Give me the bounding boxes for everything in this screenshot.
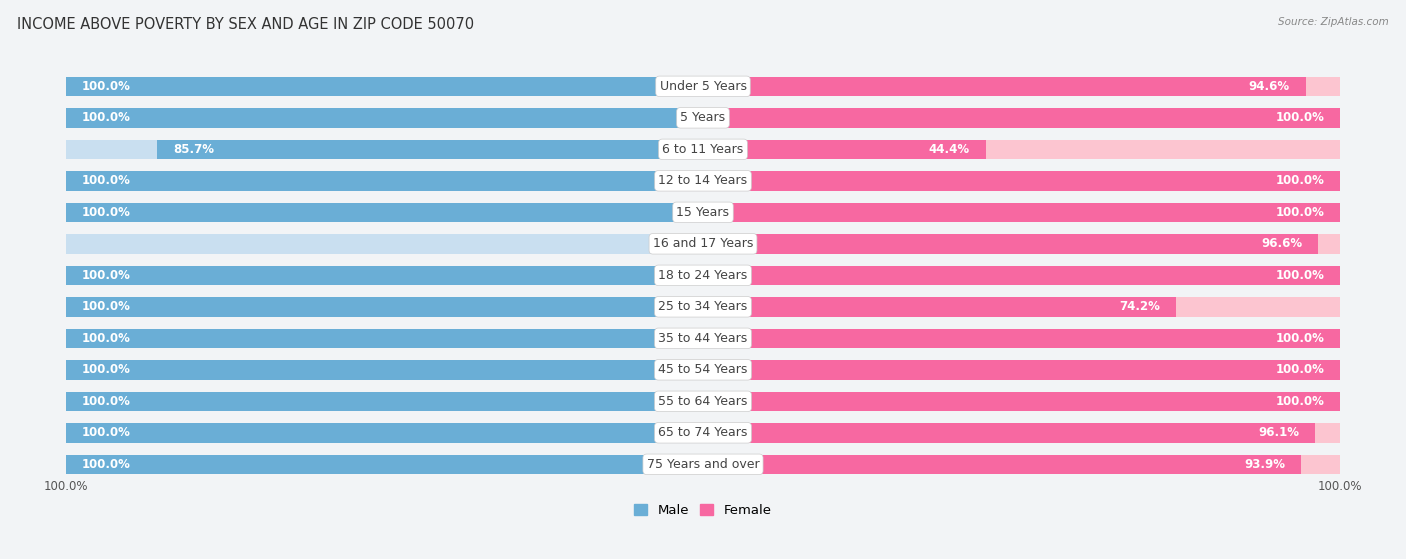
Text: 5 Years: 5 Years — [681, 111, 725, 124]
Text: 100.0%: 100.0% — [1275, 174, 1324, 187]
Bar — [66, 77, 703, 96]
Bar — [66, 202, 703, 222]
Text: 100.0%: 100.0% — [82, 427, 131, 439]
Bar — [66, 391, 703, 411]
Bar — [66, 266, 703, 285]
Text: 15 Years: 15 Years — [676, 206, 730, 219]
Text: 25 to 34 Years: 25 to 34 Years — [658, 300, 748, 313]
Text: 100.0%: 100.0% — [82, 80, 131, 93]
Bar — [66, 108, 703, 127]
Legend: Male, Female: Male, Female — [628, 499, 778, 523]
Text: 96.6%: 96.6% — [1261, 238, 1302, 250]
Bar — [66, 171, 703, 191]
Bar — [66, 297, 703, 316]
Bar — [703, 391, 1340, 411]
Bar — [703, 423, 1315, 443]
Bar — [703, 234, 1319, 254]
Bar — [66, 108, 703, 127]
Bar — [703, 360, 1340, 380]
Text: 100.0%: 100.0% — [1275, 363, 1324, 376]
Bar — [703, 108, 1340, 127]
Bar — [66, 266, 703, 285]
Bar — [66, 360, 703, 380]
Bar — [66, 360, 703, 380]
Bar — [703, 297, 1175, 316]
Text: 100.0%: 100.0% — [82, 206, 131, 219]
Bar — [66, 454, 703, 474]
Text: 100.0%: 100.0% — [82, 363, 131, 376]
Bar — [703, 266, 1340, 285]
Text: Under 5 Years: Under 5 Years — [659, 80, 747, 93]
Bar — [703, 329, 1340, 348]
Text: 45 to 54 Years: 45 to 54 Years — [658, 363, 748, 376]
Text: 100.0%: 100.0% — [1275, 206, 1324, 219]
Text: INCOME ABOVE POVERTY BY SEX AND AGE IN ZIP CODE 50070: INCOME ABOVE POVERTY BY SEX AND AGE IN Z… — [17, 17, 474, 32]
Bar — [703, 391, 1340, 411]
Text: 96.1%: 96.1% — [1258, 427, 1299, 439]
Bar — [703, 171, 1340, 191]
Text: 100.0%: 100.0% — [82, 174, 131, 187]
Bar — [66, 329, 703, 348]
Bar — [703, 454, 1301, 474]
Bar — [66, 77, 703, 96]
Text: 100.0%: 100.0% — [82, 458, 131, 471]
Text: Source: ZipAtlas.com: Source: ZipAtlas.com — [1278, 17, 1389, 27]
Text: 100.0%: 100.0% — [82, 395, 131, 408]
Bar — [703, 266, 1340, 285]
Text: 6 to 11 Years: 6 to 11 Years — [662, 143, 744, 156]
Bar — [703, 297, 1340, 316]
Bar — [703, 77, 1306, 96]
Text: 75 Years and over: 75 Years and over — [647, 458, 759, 471]
Bar — [703, 423, 1340, 443]
Bar — [66, 202, 703, 222]
Bar — [703, 108, 1340, 127]
Bar — [66, 454, 703, 474]
Bar — [66, 140, 703, 159]
Bar — [703, 360, 1340, 380]
Text: 12 to 14 Years: 12 to 14 Years — [658, 174, 748, 187]
Bar — [66, 329, 703, 348]
Bar — [703, 234, 1340, 254]
Text: 100.0%: 100.0% — [1275, 395, 1324, 408]
Bar — [703, 329, 1340, 348]
Bar — [66, 171, 703, 191]
Text: 35 to 44 Years: 35 to 44 Years — [658, 332, 748, 345]
Bar — [157, 140, 703, 159]
Text: 93.9%: 93.9% — [1244, 458, 1285, 471]
Bar — [703, 77, 1340, 96]
Bar — [703, 140, 986, 159]
Text: 44.4%: 44.4% — [929, 143, 970, 156]
Text: 100.0%: 100.0% — [1275, 111, 1324, 124]
Text: 65 to 74 Years: 65 to 74 Years — [658, 427, 748, 439]
Bar — [66, 423, 703, 443]
Text: 0.0%: 0.0% — [661, 238, 690, 250]
Bar — [66, 423, 703, 443]
Text: 100.0%: 100.0% — [1317, 481, 1362, 494]
Bar — [66, 391, 703, 411]
Bar — [703, 202, 1340, 222]
Bar — [66, 234, 703, 254]
Bar — [66, 297, 703, 316]
Text: 100.0%: 100.0% — [82, 332, 131, 345]
Bar — [703, 202, 1340, 222]
Text: 100.0%: 100.0% — [82, 300, 131, 313]
Text: 18 to 24 Years: 18 to 24 Years — [658, 269, 748, 282]
Text: 55 to 64 Years: 55 to 64 Years — [658, 395, 748, 408]
Text: 100.0%: 100.0% — [82, 269, 131, 282]
Text: 100.0%: 100.0% — [1275, 332, 1324, 345]
Text: 85.7%: 85.7% — [173, 143, 214, 156]
Text: 94.6%: 94.6% — [1249, 80, 1289, 93]
Bar — [703, 454, 1340, 474]
Text: 100.0%: 100.0% — [44, 481, 89, 494]
Text: 16 and 17 Years: 16 and 17 Years — [652, 238, 754, 250]
Bar — [703, 171, 1340, 191]
Bar — [703, 140, 1340, 159]
Text: 100.0%: 100.0% — [82, 111, 131, 124]
Text: 100.0%: 100.0% — [1275, 269, 1324, 282]
Text: 74.2%: 74.2% — [1119, 300, 1160, 313]
